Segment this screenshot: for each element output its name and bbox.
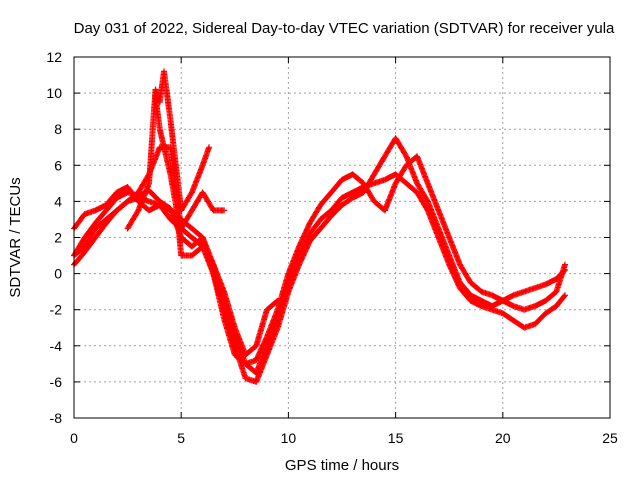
x-tick-label: 0 [70, 430, 78, 446]
x-tick-label: 25 [602, 430, 618, 446]
y-axis-label: SDTVAR / TECUs [7, 177, 24, 297]
y-tick-label: 2 [54, 230, 62, 246]
y-tick-label: 6 [54, 157, 62, 173]
series-6 [152, 93, 281, 358]
x-tick-label: 5 [177, 430, 185, 446]
x-tick-label: 15 [388, 430, 404, 446]
y-tick-label: 4 [54, 193, 62, 209]
y-tick-label: 8 [54, 121, 62, 137]
y-tick-label: -8 [50, 410, 63, 426]
x-tick-label: 20 [495, 430, 511, 446]
chart-title: Day 031 of 2022, Sidereal Day-to-day VTE… [74, 20, 615, 37]
axis-ticks: 0 5 10 15 20 25 -8 -6 -4 -2 0 2 4 6 8 10 12 [46, 49, 618, 446]
x-tick-label: 10 [281, 430, 297, 446]
y-tick-label: 10 [46, 85, 62, 101]
y-tick-label: 12 [46, 49, 62, 65]
series-markers [152, 93, 281, 358]
y-tick-label: -4 [50, 338, 63, 354]
y-tick-label: -2 [50, 302, 63, 318]
y-tick-label: -6 [50, 374, 63, 390]
x-axis-label: GPS time / hours [285, 457, 399, 474]
y-tick-label: 0 [54, 266, 62, 282]
